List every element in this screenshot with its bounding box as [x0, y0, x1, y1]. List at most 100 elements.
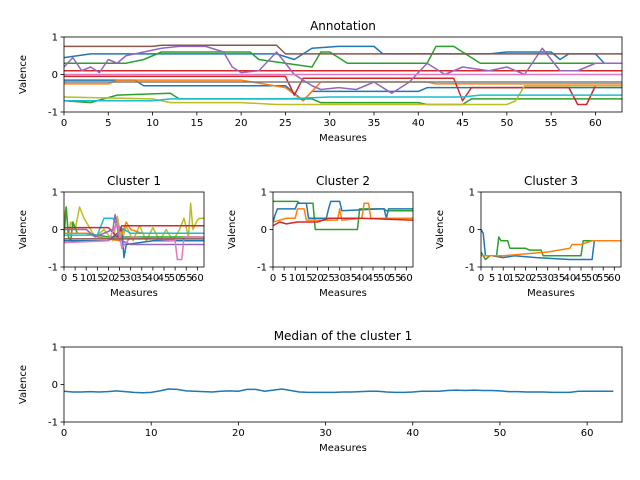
x-tick-label: 0 [61, 428, 67, 439]
x-tick-label: 20 [519, 273, 532, 284]
x-tick-label: 35 [344, 273, 357, 284]
x-tick-label: 50 [494, 428, 507, 439]
series-line-0 [481, 229, 621, 261]
series-line-3 [273, 217, 413, 227]
x-tick-label: 5 [105, 118, 111, 129]
x-tick-label: 60 [400, 273, 413, 284]
y-axis-label: Valence [435, 210, 446, 249]
x-tick-label: 50 [378, 273, 391, 284]
series-line-8 [64, 44, 622, 55]
x-tick-label: 15 [508, 273, 521, 284]
x-tick-label: 55 [389, 273, 402, 284]
series-line-2 [481, 240, 621, 257]
x-tick-label: 20 [311, 273, 324, 284]
panel-title: Cluster 1 [107, 174, 161, 188]
y-axis-label: Valence [18, 210, 29, 249]
series-line-6 [64, 213, 204, 246]
x-tick-label: 0 [478, 273, 484, 284]
x-tick-label: 10 [80, 273, 93, 284]
series-line-12 [64, 94, 622, 102]
x-tick-label: 40 [412, 118, 425, 129]
series-line-0 [273, 200, 413, 231]
x-axis-label: Measures [319, 133, 367, 144]
x-tick-label: 60 [191, 273, 204, 284]
x-tick-label: 45 [367, 273, 380, 284]
y-tick-label: 1 [261, 188, 267, 199]
x-tick-label: 40 [406, 428, 419, 439]
x-tick-label: 15 [300, 273, 313, 284]
x-tick-label: 25 [530, 273, 543, 284]
y-tick-label: 1 [52, 188, 58, 199]
series-line-5 [64, 75, 622, 106]
x-tick-label: 35 [552, 273, 565, 284]
x-axis-label: Measures [319, 288, 367, 299]
y-tick-label: 0 [52, 70, 58, 81]
x-tick-label: 50 [586, 273, 599, 284]
x-tick-label: 40 [564, 273, 577, 284]
x-tick-label: 30 [333, 273, 346, 284]
x-tick-label: 50 [169, 273, 182, 284]
y-tick-label: 1 [52, 343, 58, 354]
y-tick-label: -1 [48, 263, 58, 274]
x-tick-label: 60 [608, 273, 621, 284]
y-tick-label: -1 [48, 418, 58, 429]
series-group [64, 202, 204, 261]
x-axis-label: Measures [110, 288, 158, 299]
x-tick-label: 40 [147, 273, 160, 284]
series-line-0 [64, 388, 614, 394]
x-tick-label: 30 [541, 273, 554, 284]
x-tick-label: 45 [456, 118, 469, 129]
x-tick-label: 30 [323, 118, 336, 129]
y-tick-label: 0 [52, 380, 58, 391]
series-line-4 [64, 217, 204, 236]
y-axis-label: Valence [227, 210, 238, 249]
x-tick-label: 15 [91, 273, 104, 284]
x-tick-label: 20 [232, 428, 245, 439]
x-tick-label: 55 [597, 273, 610, 284]
x-tick-label: 0 [270, 273, 276, 284]
y-axis-label: Valence [18, 365, 29, 404]
x-tick-label: 10 [289, 273, 302, 284]
panel-title: Cluster 2 [316, 174, 370, 188]
series-line-2 [273, 202, 413, 223]
x-tick-label: 5 [489, 273, 495, 284]
y-tick-label: 0 [469, 225, 475, 236]
x-tick-label: 5 [72, 273, 78, 284]
x-tick-label: 60 [581, 428, 594, 439]
x-axis-label: Measures [319, 443, 367, 454]
x-tick-label: 50 [500, 118, 513, 129]
series-group [273, 200, 413, 231]
x-tick-label: 20 [235, 118, 248, 129]
x-tick-label: 10 [145, 428, 158, 439]
x-axis-label: Measures [527, 288, 575, 299]
x-tick-label: 40 [356, 273, 369, 284]
x-tick-label: 30 [124, 273, 137, 284]
y-tick-label: 1 [469, 188, 475, 199]
series-group [481, 229, 621, 261]
y-tick-label: 0 [261, 225, 267, 236]
x-tick-label: 60 [589, 118, 602, 129]
series-line-5 [64, 225, 204, 238]
series-group [64, 388, 614, 394]
panel-title: Cluster 3 [524, 174, 578, 188]
y-tick-label: -1 [48, 108, 58, 119]
x-tick-label: 10 [146, 118, 159, 129]
x-tick-label: 45 [158, 273, 171, 284]
x-tick-label: 0 [61, 118, 67, 129]
x-tick-label: 5 [281, 273, 287, 284]
panel-title: Annotation [310, 19, 376, 33]
x-tick-label: 0 [61, 273, 67, 284]
x-tick-label: 45 [575, 273, 588, 284]
x-tick-label: 25 [279, 118, 292, 129]
x-tick-label: 55 [545, 118, 558, 129]
series-line-4 [64, 92, 622, 106]
panel-title: Median of the cluster 1 [274, 329, 413, 343]
x-tick-label: 15 [190, 118, 203, 129]
x-tick-label: 25 [113, 273, 126, 284]
x-tick-label: 55 [180, 273, 193, 284]
x-tick-label: 20 [102, 273, 115, 284]
